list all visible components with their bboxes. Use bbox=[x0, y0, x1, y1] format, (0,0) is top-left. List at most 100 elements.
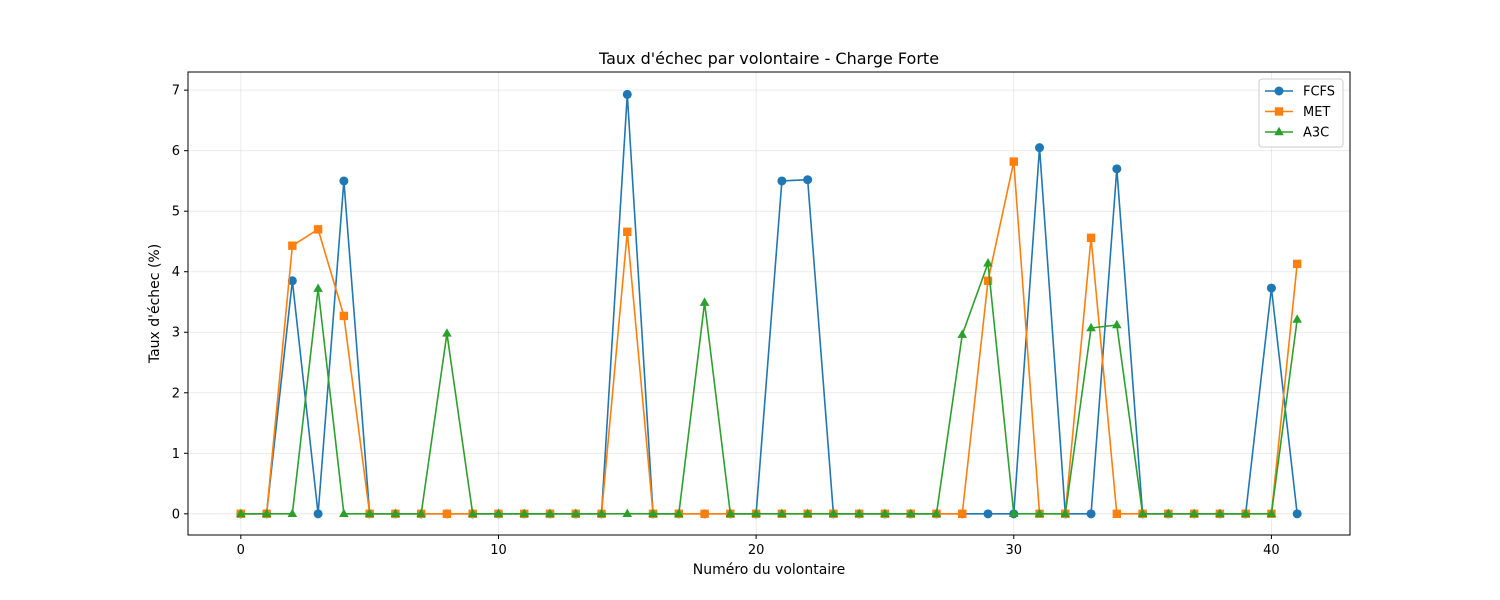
data-point-a3c bbox=[519, 508, 530, 518]
y-tick-label: 7 bbox=[172, 84, 180, 99]
data-point-a3c bbox=[596, 508, 607, 518]
data-point-a3c bbox=[751, 508, 761, 518]
y-tick-label: 3 bbox=[172, 326, 180, 341]
data-point-a3c bbox=[880, 508, 890, 518]
data-point-met bbox=[1009, 157, 1018, 166]
data-point-a3c bbox=[545, 508, 555, 518]
legend-swatch-marker bbox=[1274, 107, 1284, 116]
data-point-fcfs bbox=[803, 175, 813, 185]
data-point-a3c bbox=[1008, 508, 1019, 518]
data-point-met bbox=[442, 509, 452, 519]
data-point-met bbox=[1112, 509, 1122, 519]
data-point-a3c bbox=[1163, 508, 1174, 518]
data-point-a3c bbox=[493, 508, 504, 518]
data-point-a3c bbox=[467, 508, 478, 518]
data-point-a3c bbox=[416, 508, 426, 518]
data-point-a3c bbox=[313, 283, 323, 292]
data-point-a3c bbox=[699, 297, 710, 306]
x-tick-label: 40 bbox=[1263, 543, 1280, 558]
series-group bbox=[236, 89, 1302, 519]
data-point-a3c bbox=[364, 508, 375, 518]
data-point-a3c bbox=[1086, 322, 1096, 332]
data-point-a3c bbox=[442, 328, 452, 337]
data-point-a3c bbox=[1112, 319, 1122, 329]
plot-frame bbox=[187, 71, 1351, 536]
x-tick-label: 0 bbox=[237, 543, 245, 558]
data-point-a3c bbox=[648, 508, 658, 518]
data-point-a3c bbox=[828, 508, 839, 518]
data-point-fcfs bbox=[1086, 509, 1096, 519]
data-point-a3c bbox=[390, 508, 401, 518]
legend-entry-a3c: A3C bbox=[1265, 126, 1329, 141]
data-point-a3c bbox=[931, 508, 942, 518]
series-line-a3c bbox=[240, 262, 1298, 515]
data-point-a3c bbox=[802, 508, 813, 518]
data-point-a3c bbox=[1034, 508, 1045, 518]
data-point-fcfs bbox=[1112, 164, 1122, 174]
data-point-met bbox=[1292, 259, 1302, 269]
y-tick-label: 5 bbox=[172, 205, 180, 220]
y-tick-label: 6 bbox=[172, 144, 180, 159]
legend-entry-met: MET bbox=[1265, 105, 1330, 120]
data-point-a3c bbox=[674, 508, 684, 518]
x-tick-label: 30 bbox=[1005, 543, 1022, 558]
data-point-fcfs bbox=[1035, 143, 1045, 153]
data-point-a3c bbox=[339, 508, 349, 518]
legend-swatch-marker bbox=[1274, 86, 1284, 96]
chart-title: Taux d'échec par volontaire - Charge For… bbox=[598, 49, 939, 68]
data-point-a3c bbox=[957, 329, 968, 338]
data-point-a3c bbox=[725, 508, 736, 518]
ticks: 0 10 20 30 40 0 1 2 3 4 5 6 7 bbox=[172, 84, 1280, 558]
data-point-a3c bbox=[777, 508, 787, 518]
data-point-met bbox=[339, 311, 349, 321]
y-tick-label: 4 bbox=[172, 265, 180, 280]
legend-label-a3c: A3C bbox=[1303, 126, 1329, 141]
data-point-fcfs bbox=[287, 276, 297, 286]
y-tick-label: 1 bbox=[172, 447, 180, 462]
data-point-a3c bbox=[1266, 508, 1277, 518]
legend: FCFS MET A3C bbox=[1258, 78, 1344, 148]
data-point-fcfs bbox=[313, 509, 323, 519]
data-point-a3c bbox=[261, 508, 272, 518]
grid bbox=[188, 72, 1350, 535]
x-tick-label: 10 bbox=[490, 543, 507, 558]
data-point-fcfs bbox=[983, 509, 993, 519]
data-point-a3c bbox=[287, 508, 298, 518]
data-point-fcfs bbox=[622, 89, 632, 99]
data-point-met bbox=[313, 225, 323, 234]
x-axis-label: Numéro du volontaire bbox=[693, 562, 845, 578]
legend-label-met: MET bbox=[1303, 105, 1330, 120]
data-point-a3c bbox=[854, 508, 864, 518]
data-point-a3c bbox=[622, 508, 633, 518]
data-point-a3c bbox=[1060, 508, 1071, 518]
data-point-a3c bbox=[983, 258, 993, 267]
data-point-a3c bbox=[905, 508, 916, 518]
x-tick-label: 20 bbox=[748, 543, 765, 558]
data-point-fcfs bbox=[1292, 509, 1302, 519]
legend-swatch-marker bbox=[1274, 126, 1284, 136]
y-tick-label: 2 bbox=[172, 386, 180, 401]
data-point-fcfs bbox=[777, 176, 787, 186]
data-point-a3c bbox=[1215, 508, 1225, 518]
y-tick-label: 0 bbox=[172, 507, 180, 522]
data-point-met bbox=[288, 241, 297, 250]
plot-area bbox=[188, 72, 1350, 535]
series-a3c bbox=[236, 258, 1302, 518]
data-point-fcfs bbox=[1266, 283, 1276, 293]
legend-entry-fcfs: FCFS bbox=[1265, 85, 1335, 100]
legend-label-fcfs: FCFS bbox=[1303, 85, 1335, 100]
y-axis-label: Taux d'échec (%) bbox=[147, 244, 163, 364]
data-point-met bbox=[623, 227, 632, 236]
data-point-fcfs bbox=[339, 176, 349, 186]
data-point-a3c bbox=[1240, 508, 1251, 518]
data-point-met bbox=[700, 509, 709, 519]
data-point-met bbox=[958, 509, 967, 519]
data-point-met bbox=[1086, 233, 1096, 243]
data-point-a3c bbox=[1137, 508, 1148, 518]
data-point-a3c bbox=[1189, 508, 1199, 518]
data-point-met bbox=[983, 276, 993, 286]
data-point-a3c bbox=[570, 508, 581, 518]
data-point-a3c bbox=[1292, 314, 1302, 323]
data-point-a3c bbox=[236, 508, 246, 518]
